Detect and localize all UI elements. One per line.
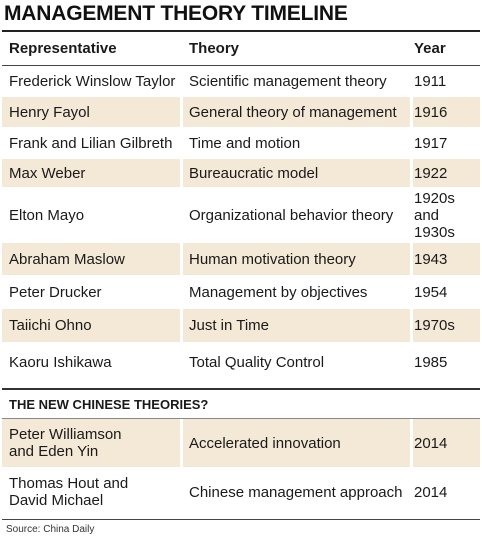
row-representative: Frederick Winslow Taylor [9, 73, 176, 90]
table-row: Peter Drucker Management by objectives 1… [2, 275, 480, 309]
row-shade [413, 159, 480, 187]
row-theory: Organizational behavior theory [189, 206, 394, 224]
section-top-rule [2, 388, 480, 390]
header-top-rule [2, 30, 480, 32]
table-row: Max Weber Bureaucratic model 1922 [2, 159, 480, 187]
header-representative: Representative [9, 40, 117, 57]
row-year: 1970s [414, 317, 455, 334]
row-shade [413, 97, 480, 127]
section-title: THE NEW CHINESE THEORIES? [9, 396, 209, 412]
table-row: Taiichi Ohno Just in Time 1970s [2, 309, 480, 342]
table-row: Peter Williamson and Eden Yin Accelerate… [2, 419, 480, 467]
row-representative: Kaoru Ishikawa [9, 354, 112, 371]
header-theory: Theory [189, 40, 240, 57]
row-year: 2014 [414, 483, 448, 501]
row-year: 1922 [414, 164, 448, 182]
row-year: 1954 [414, 283, 448, 301]
row-representative: Taiichi Ohno [9, 317, 92, 334]
row-shade [2, 243, 180, 275]
row-theory: Just in Time [189, 317, 270, 334]
table-bottom-rule [2, 519, 480, 520]
row-year: 2014 [414, 434, 448, 452]
table-row: Frederick Winslow Taylor Scientific mana… [2, 66, 480, 97]
row-year: 1985 [414, 354, 448, 371]
row-representative: Peter Drucker [9, 283, 102, 301]
table-row: Frank and Lilian Gilbreth Time and motio… [2, 127, 480, 159]
row-shade [183, 243, 410, 275]
header-year: Year [414, 40, 446, 57]
table-row: Elton Mayo Organizational behavior theor… [2, 187, 480, 243]
table-row: Kaoru Ishikawa Total Quality Control 198… [2, 342, 480, 383]
row-shade [183, 309, 410, 342]
page-title: MANAGEMENT THEORY TIMELINE [4, 2, 348, 25]
row-representative: Frank and Lilian Gilbreth [9, 134, 173, 152]
row-shade [413, 309, 480, 342]
row-year: 1920s and 1930s [414, 189, 455, 241]
row-theory: General theory of management [189, 103, 397, 121]
row-shade [183, 419, 410, 467]
row-representative: Henry Fayol [9, 103, 90, 121]
header-bottom-rule [2, 65, 480, 66]
table-header: Representative Theory Year [2, 32, 480, 65]
row-theory: Scientific management theory [189, 73, 387, 90]
row-shade [2, 419, 180, 467]
row-representative: Peter Williamson and Eden Yin [9, 426, 122, 460]
row-shade [2, 159, 180, 187]
row-theory: Human motivation theory [189, 250, 356, 268]
table-row: Thomas Hout and David Michael Chinese ma… [2, 467, 480, 517]
row-year: 1943 [414, 250, 448, 268]
row-shade [2, 97, 180, 127]
row-representative: Thomas Hout and David Michael [9, 475, 129, 509]
row-theory: Time and motion [189, 134, 301, 152]
table-row: Henry Fayol General theory of management… [2, 97, 480, 127]
row-shade [413, 243, 480, 275]
row-shade [413, 419, 480, 467]
row-theory: Bureaucratic model [189, 164, 319, 182]
source-note: Source: China Daily [6, 524, 95, 535]
row-shade [183, 159, 410, 187]
row-shade [183, 97, 410, 127]
row-representative: Abraham Maslow [9, 250, 125, 268]
row-theory: Chinese management approach [189, 483, 403, 501]
row-theory: Management by objectives [189, 283, 368, 301]
row-theory: Accelerated innovation [189, 434, 341, 452]
section-bottom-rule [2, 418, 480, 419]
row-shade [2, 309, 180, 342]
table-row: Abraham Maslow Human motivation theory 1… [2, 243, 480, 275]
row-year: 1917 [414, 134, 448, 152]
row-year: 1911 [414, 73, 447, 90]
row-representative: Max Weber [9, 164, 86, 182]
row-theory: Total Quality Control [189, 354, 325, 371]
row-year: 1916 [414, 103, 448, 121]
row-representative: Elton Mayo [9, 206, 85, 224]
